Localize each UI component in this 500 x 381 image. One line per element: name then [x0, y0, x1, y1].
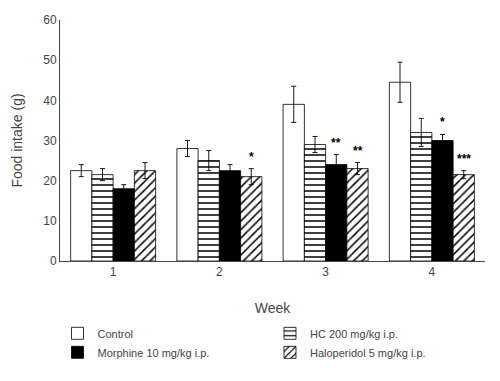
svg-text:Morphine 10 mg/kg i.p.: Morphine 10 mg/kg i.p. — [98, 347, 210, 359]
svg-text:Food intake (g): Food intake (g) — [9, 93, 25, 187]
svg-text:Haloperidol 5 mg/kg i.p.: Haloperidol 5 mg/kg i.p. — [310, 347, 426, 359]
svg-text:**: ** — [331, 136, 341, 150]
svg-text:HC 200 mg/kg i.p.: HC 200 mg/kg i.p. — [310, 328, 398, 340]
svg-text:30: 30 — [43, 134, 57, 148]
svg-text:10: 10 — [43, 214, 57, 228]
svg-text:4: 4 — [429, 265, 436, 279]
svg-text:0: 0 — [50, 254, 57, 268]
svg-text:20: 20 — [43, 174, 57, 188]
svg-text:3: 3 — [322, 265, 329, 279]
svg-text:***: *** — [457, 152, 471, 166]
svg-text:**: ** — [353, 144, 363, 158]
svg-text:*: * — [440, 115, 445, 129]
svg-text:1: 1 — [110, 265, 117, 279]
svg-text:Control: Control — [98, 328, 133, 340]
svg-text:*: * — [249, 150, 254, 164]
svg-text:40: 40 — [43, 94, 57, 108]
svg-text:50: 50 — [43, 53, 57, 67]
svg-text:2: 2 — [216, 265, 223, 279]
svg-text:60: 60 — [43, 13, 57, 27]
svg-text:Week: Week — [255, 300, 292, 316]
